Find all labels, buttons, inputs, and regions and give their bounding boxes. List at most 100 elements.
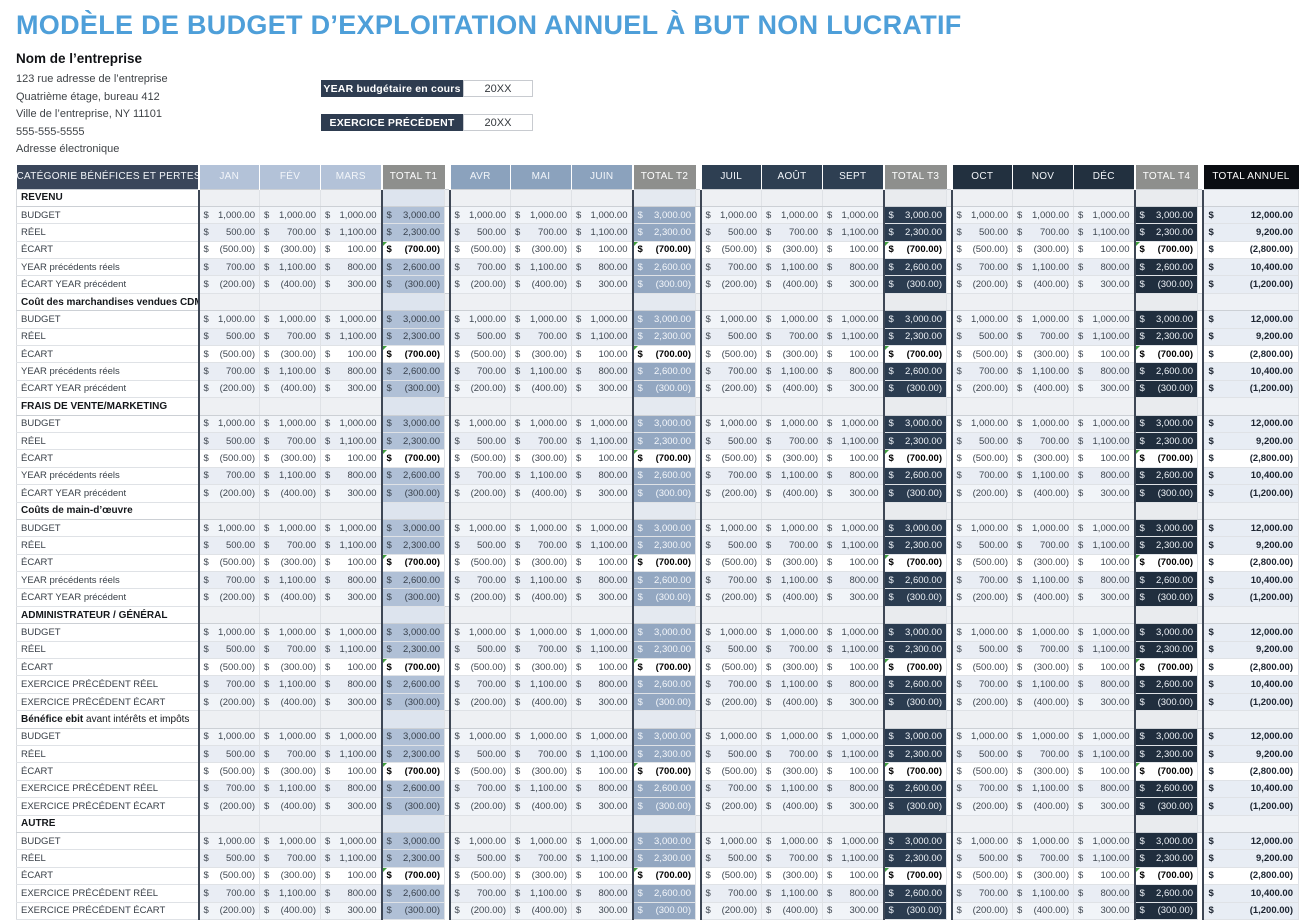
- month-cell[interactable]: $500.00: [197, 849, 260, 868]
- month-cell[interactable]: $100.00: [571, 658, 633, 677]
- month-cell[interactable]: $1,000.00: [259, 310, 321, 329]
- month-cell[interactable]: $ (400.00): [510, 484, 572, 503]
- month-cell[interactable]: $700.00: [197, 362, 260, 381]
- month-cell[interactable]: $ (300.00): [1012, 449, 1074, 468]
- section-spacer-cell[interactable]: [380, 397, 445, 416]
- month-cell[interactable]: $300.00: [571, 484, 633, 503]
- month-cell[interactable]: $1,000.00: [320, 310, 382, 329]
- quarter-total-cell[interactable]: $2,300.00: [631, 849, 696, 868]
- month-cell[interactable]: $700.00: [950, 258, 1013, 277]
- section-spacer-cell[interactable]: [822, 710, 884, 729]
- quarter-total-cell[interactable]: $ (300.00): [1133, 901, 1198, 920]
- month-cell[interactable]: $ (400.00): [1012, 797, 1074, 816]
- month-cell[interactable]: $300.00: [1073, 275, 1135, 294]
- section-spacer-cell[interactable]: [1073, 188, 1135, 207]
- month-cell[interactable]: $1,100.00: [822, 431, 884, 451]
- month-cell[interactable]: $700.00: [950, 571, 1013, 590]
- month-cell[interactable]: $1,000.00: [510, 727, 572, 747]
- month-cell[interactable]: $1,000.00: [510, 623, 572, 642]
- column-header-category[interactable]: CATÉGORIE BÉNÉFICES ET PERTES: [16, 164, 199, 189]
- month-cell[interactable]: $300.00: [571, 379, 633, 399]
- month-cell[interactable]: $ (500.00): [448, 762, 511, 781]
- month-cell[interactable]: $1,100.00: [571, 744, 633, 764]
- month-cell[interactable]: $1,000.00: [571, 727, 633, 747]
- month-cell[interactable]: $700.00: [761, 431, 823, 451]
- month-cell[interactable]: $1,100.00: [571, 536, 633, 555]
- month-cell[interactable]: $ (400.00): [259, 797, 321, 816]
- quarter-total-cell[interactable]: $ (300.00): [380, 275, 445, 294]
- month-cell[interactable]: $300.00: [1073, 379, 1135, 399]
- row-label-cell[interactable]: RÉEL: [16, 431, 199, 451]
- month-cell[interactable]: $ (200.00): [197, 797, 260, 816]
- quarter-total-cell[interactable]: $ (300.00): [631, 588, 696, 607]
- month-cell[interactable]: $ (300.00): [510, 240, 572, 260]
- month-cell[interactable]: $500.00: [699, 744, 762, 764]
- quarter-total-cell[interactable]: $2,300.00: [1133, 744, 1198, 764]
- quarter-total-cell[interactable]: $ (700.00): [882, 658, 947, 677]
- month-cell[interactable]: $800.00: [571, 779, 633, 799]
- section-spacer-cell[interactable]: [510, 501, 572, 520]
- month-cell[interactable]: $ (300.00): [259, 345, 321, 364]
- quarter-total-cell[interactable]: $ (700.00): [631, 345, 696, 364]
- month-cell[interactable]: $ (300.00): [259, 762, 321, 781]
- month-cell[interactable]: $1,100.00: [510, 675, 572, 694]
- month-cell[interactable]: $1,000.00: [1073, 205, 1135, 225]
- month-cell[interactable]: $ (400.00): [259, 692, 321, 712]
- quarter-total-cell[interactable]: $ (300.00): [882, 901, 947, 920]
- annual-total-cell[interactable]: $12,000.00: [1201, 831, 1299, 851]
- month-cell[interactable]: $700.00: [448, 779, 511, 799]
- month-cell[interactable]: $700.00: [510, 744, 572, 764]
- quarter-total-cell[interactable]: $ (700.00): [1133, 345, 1198, 364]
- section-spacer-cell[interactable]: [320, 814, 382, 833]
- quarter-total-cell[interactable]: $ (700.00): [1133, 658, 1198, 677]
- annual-total-cell[interactable]: $ (2,800.00): [1201, 240, 1299, 260]
- month-cell[interactable]: $800.00: [320, 571, 382, 590]
- quarter-total-cell[interactable]: $2,300.00: [1133, 536, 1198, 555]
- month-cell[interactable]: $500.00: [699, 849, 762, 868]
- quarter-total-cell[interactable]: $2,300.00: [1133, 327, 1198, 347]
- month-cell[interactable]: $700.00: [510, 223, 572, 242]
- month-cell[interactable]: $ (500.00): [950, 553, 1013, 573]
- month-cell[interactable]: $1,000.00: [259, 205, 321, 225]
- annual-total-cell[interactable]: $ (2,800.00): [1201, 553, 1299, 573]
- month-cell[interactable]: $ (200.00): [448, 797, 511, 816]
- quarter-total-cell[interactable]: $ (700.00): [1133, 449, 1198, 468]
- month-cell[interactable]: $300.00: [1073, 484, 1135, 503]
- row-label-cell[interactable]: RÉEL: [16, 744, 199, 764]
- month-cell[interactable]: $1,100.00: [571, 431, 633, 451]
- month-cell[interactable]: $1,000.00: [822, 205, 884, 225]
- month-cell[interactable]: $ (200.00): [950, 588, 1013, 607]
- month-cell[interactable]: $1,000.00: [822, 727, 884, 747]
- month-cell[interactable]: $1,000.00: [1012, 727, 1074, 747]
- month-cell[interactable]: $ (300.00): [1012, 240, 1074, 260]
- current-budget-year-value[interactable]: 20XX: [463, 80, 533, 97]
- month-cell[interactable]: $ (300.00): [510, 553, 572, 573]
- annual-total-cell[interactable]: $9,200.00: [1201, 223, 1299, 242]
- month-cell[interactable]: $ (500.00): [950, 658, 1013, 677]
- month-cell[interactable]: $700.00: [761, 849, 823, 868]
- section-spacer-cell[interactable]: [822, 292, 884, 312]
- section-spacer-cell[interactable]: [950, 397, 1013, 416]
- month-cell[interactable]: $ (200.00): [699, 901, 762, 920]
- quarter-total-cell[interactable]: $2,300.00: [631, 536, 696, 555]
- section-spacer-cell[interactable]: [950, 501, 1013, 520]
- section-header-cell[interactable]: FRAIS DE VENTE/MARKETING: [16, 397, 199, 416]
- row-label-cell[interactable]: ÉCART: [16, 345, 199, 364]
- annual-total-cell[interactable]: $10,400.00: [1201, 779, 1299, 799]
- column-header-quarter-total[interactable]: TOTAL T3: [882, 164, 947, 189]
- month-cell[interactable]: $ (500.00): [197, 762, 260, 781]
- quarter-total-cell[interactable]: $3,000.00: [882, 310, 947, 329]
- month-cell[interactable]: $300.00: [571, 797, 633, 816]
- quarter-total-cell[interactable]: $2,300.00: [380, 744, 445, 764]
- month-cell[interactable]: $1,000.00: [510, 310, 572, 329]
- quarter-total-cell[interactable]: $2,600.00: [380, 258, 445, 277]
- quarter-total-cell[interactable]: $2,600.00: [631, 362, 696, 381]
- month-cell[interactable]: $1,000.00: [448, 623, 511, 642]
- month-cell[interactable]: $700.00: [950, 884, 1013, 903]
- section-spacer-cell[interactable]: [448, 710, 511, 729]
- month-cell[interactable]: $1,100.00: [761, 362, 823, 381]
- quarter-total-cell[interactable]: $3,000.00: [380, 414, 445, 433]
- quarter-total-cell[interactable]: $2,600.00: [380, 779, 445, 799]
- month-cell[interactable]: $800.00: [320, 779, 382, 799]
- row-label-cell[interactable]: BUDGET: [16, 414, 199, 433]
